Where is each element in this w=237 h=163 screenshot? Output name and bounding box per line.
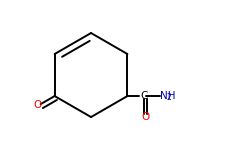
Text: 2: 2 — [167, 93, 172, 102]
Text: O: O — [33, 100, 41, 110]
Text: C: C — [140, 91, 147, 101]
Text: NH: NH — [160, 91, 176, 101]
Text: O: O — [141, 112, 149, 122]
